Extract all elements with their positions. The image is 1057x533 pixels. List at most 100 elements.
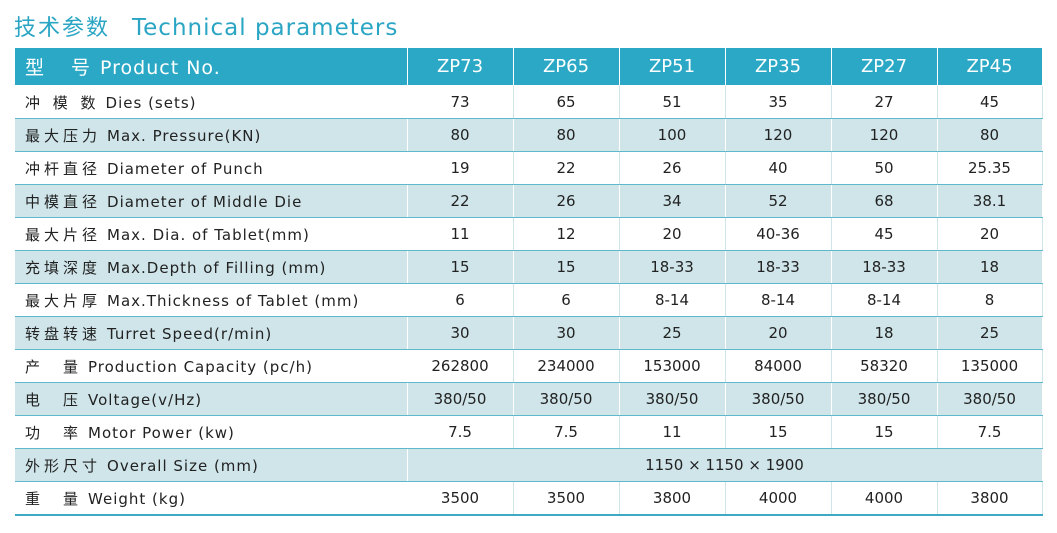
model-header-cell: ZP27 (831, 48, 938, 86)
merged-value-cell: 1150 × 1150 × 1900 (407, 448, 1043, 482)
value-cell: 15 (407, 250, 514, 284)
parameters-table: 型 号 Product No. ZP73 ZP65 ZP51 ZP35 ZP27 ZP45 冲 … (15, 48, 1043, 516)
row-label-en: Max. Pressure(KN) (107, 126, 262, 145)
value-cell: 6 (407, 283, 514, 317)
value-cell: 11 (619, 415, 726, 449)
value-cell: 45 (831, 217, 938, 251)
page-title: 技术参数 Technical parameters (14, 10, 398, 44)
row-label-zh: 电 压 (25, 390, 83, 409)
row-label: 重 量 Weight (kg) (15, 481, 408, 516)
row-label: 中模直径 Diameter of Middle Die (15, 184, 408, 218)
value-cell: 7.5 (513, 415, 620, 449)
value-cell: 12 (513, 217, 620, 251)
value-cell: 18-33 (831, 250, 938, 284)
row-label: 冲 模 数 Dies (sets) (15, 85, 408, 119)
row-label-en: Weight (kg) (88, 489, 186, 508)
row-label-en: Overall Size (mm) (107, 456, 259, 475)
value-cell: 7.5 (937, 415, 1043, 449)
row-label-en: Max. Dia. of Tablet(mm) (107, 225, 310, 244)
row-label-zh: 外形尺寸 (25, 456, 102, 475)
value-cell: 40-36 (725, 217, 832, 251)
row-label: 最大片径 Max. Dia. of Tablet(mm) (15, 217, 408, 251)
table-row: 电 压 Voltage(v/Hz) 380/50 380/50 380/50 380/50… (15, 382, 1043, 416)
row-label: 电 压 Voltage(v/Hz) (15, 382, 408, 416)
value-cell: 3800 (619, 481, 726, 516)
value-cell: 3500 (513, 481, 620, 516)
table-row: 冲 模 数 Dies (sets) 73 65 51 35 27 45 (15, 85, 1043, 119)
model-header-cell: ZP45 (937, 48, 1043, 86)
header-label-en: Product No. (100, 57, 221, 79)
row-label: 最大片厚 Max.Thickness of Tablet (mm) (15, 283, 408, 317)
row-label: 冲杆直径 Diameter of Punch (15, 151, 408, 185)
row-label: 充填深度 Max.Depth of Filling (mm) (15, 250, 408, 284)
value-cell: 380/50 (725, 382, 832, 416)
value-cell: 27 (831, 85, 938, 119)
table-row: 中模直径 Diameter of Middle Die 22 26 34 52 68 38.1 (15, 184, 1043, 218)
value-cell: 8 (937, 283, 1043, 317)
value-cell: 6 (513, 283, 620, 317)
value-cell: 35 (725, 85, 832, 119)
row-label-zh: 最大压力 (25, 126, 102, 145)
value-cell: 20 (937, 217, 1043, 251)
value-cell: 65 (513, 85, 620, 119)
row-label-zh: 重 量 (25, 489, 83, 508)
title-en: Technical parameters (132, 15, 399, 41)
row-label: 产 量 Production Capacity (pc/h) (15, 349, 408, 383)
value-cell: 380/50 (937, 382, 1043, 416)
value-cell: 4000 (831, 481, 938, 516)
value-cell: 30 (513, 316, 620, 350)
row-label-en: Max.Depth of Filling (mm) (107, 258, 327, 277)
value-cell: 153000 (619, 349, 726, 383)
model-header-cell: ZP73 (407, 48, 514, 86)
row-label-en: Diameter of Punch (107, 159, 264, 178)
row-label-zh: 最大片径 (25, 225, 102, 244)
value-cell: 3500 (407, 481, 514, 516)
value-cell: 51 (619, 85, 726, 119)
header-label-zh: 型 号 (25, 57, 95, 79)
value-cell: 262800 (407, 349, 514, 383)
value-cell: 100 (619, 118, 726, 152)
value-cell: 18-33 (725, 250, 832, 284)
table-row: 冲杆直径 Diameter of Punch 19 22 26 40 50 25.35 (15, 151, 1043, 185)
value-cell: 80 (407, 118, 514, 152)
value-cell: 18-33 (619, 250, 726, 284)
value-cell: 120 (831, 118, 938, 152)
value-cell: 73 (407, 85, 514, 119)
title-zh: 技术参数 (14, 16, 111, 41)
value-cell: 22 (513, 151, 620, 185)
value-cell: 38.1 (937, 184, 1043, 218)
value-cell: 120 (725, 118, 832, 152)
value-cell: 8-14 (619, 283, 726, 317)
row-label-zh: 充填深度 (25, 258, 102, 277)
value-cell: 80 (513, 118, 620, 152)
value-cell: 4000 (725, 481, 832, 516)
value-cell: 3800 (937, 481, 1043, 516)
value-cell: 30 (407, 316, 514, 350)
value-cell: 25 (937, 316, 1043, 350)
value-cell: 18 (937, 250, 1043, 284)
value-cell: 84000 (725, 349, 832, 383)
row-label: 外形尺寸 Overall Size (mm) (15, 448, 408, 482)
table-row: 最大片径 Max. Dia. of Tablet(mm) 11 12 20 40-36 45… (15, 217, 1043, 251)
value-cell: 26 (513, 184, 620, 218)
row-label-zh: 转盘转速 (25, 324, 102, 343)
value-cell: 15 (725, 415, 832, 449)
table-header-row: 型 号 Product No. ZP73 ZP65 ZP51 ZP35 ZP27 ZP45 (15, 48, 1043, 86)
value-cell: 135000 (937, 349, 1043, 383)
row-label: 最大压力 Max. Pressure(KN) (15, 118, 408, 152)
table-row: 重 量 Weight (kg) 3500 3500 3800 4000 4000 3800 (15, 481, 1043, 516)
value-cell: 52 (725, 184, 832, 218)
value-cell: 22 (407, 184, 514, 218)
value-cell: 380/50 (831, 382, 938, 416)
row-label-zh: 中模直径 (25, 192, 102, 211)
table-row: 最大片厚 Max.Thickness of Tablet (mm) 6 6 8-14 8-… (15, 283, 1043, 317)
row-label-zh: 最大片厚 (25, 291, 102, 310)
value-cell: 380/50 (619, 382, 726, 416)
value-cell: 58320 (831, 349, 938, 383)
value-cell: 380/50 (513, 382, 620, 416)
value-cell: 8-14 (725, 283, 832, 317)
value-cell: 7.5 (407, 415, 514, 449)
row-label-zh: 产 量 (25, 357, 83, 376)
value-cell: 34 (619, 184, 726, 218)
table-row: 功 率 Motor Power (kw) 7.5 7.5 11 15 15 7.5 (15, 415, 1043, 449)
